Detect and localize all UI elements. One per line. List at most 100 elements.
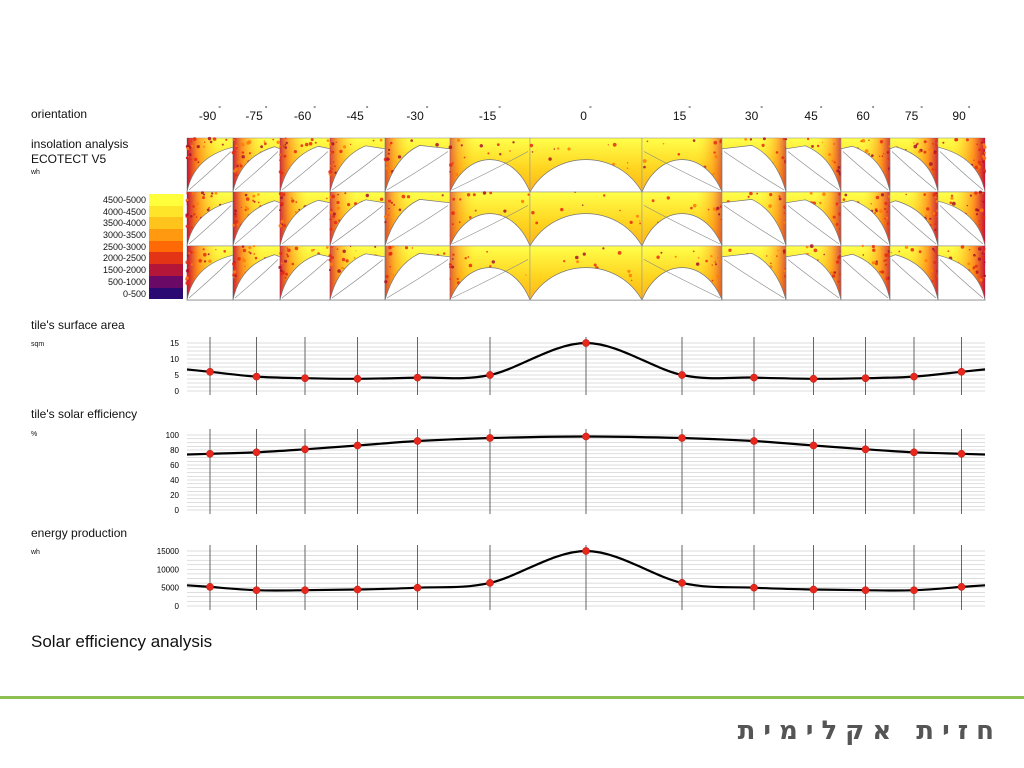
insolation-tile <box>384 245 452 301</box>
legend-entry: 500-1000 <box>76 275 186 288</box>
y-tick-label: 0 <box>175 602 180 611</box>
insolation-unit: wh <box>31 169 40 176</box>
footer-title: חזית אקלימית <box>737 716 1002 746</box>
y-tick-label: 60 <box>170 461 179 470</box>
legend-label: 2000-2500 <box>102 253 146 264</box>
insolation-tile <box>641 137 723 193</box>
insolation-tile <box>278 137 331 193</box>
line-chart-0: 0 5 10 15 <box>170 337 986 396</box>
data-point <box>750 437 758 445</box>
orientation-0: 0 ° <box>566 106 606 123</box>
orientation-value: 0 <box>580 109 587 123</box>
y-tick-label: 0 <box>175 387 180 396</box>
legend-entry: 2000-2500 <box>76 252 186 265</box>
data-point <box>413 373 422 382</box>
insolation-tile <box>785 191 842 247</box>
orientation-value: 90 <box>952 109 966 123</box>
data-point <box>750 373 758 382</box>
insolation-legend: 4500-5000 4000-4500 3500-4000 3000-3500 2500… <box>76 194 186 300</box>
legend-swatch <box>149 240 183 253</box>
insolation-tile <box>278 191 331 247</box>
data-point <box>486 371 494 379</box>
orientation-value: -75 <box>245 109 263 123</box>
data-point <box>910 448 918 457</box>
insolation-tile <box>721 245 788 301</box>
legend-swatch <box>149 264 183 276</box>
legend-swatch <box>149 229 183 241</box>
insolation-tile <box>185 191 235 247</box>
insolation-tile <box>641 191 723 247</box>
degree-symbol: ° <box>760 106 764 113</box>
insolation-tile <box>889 191 940 247</box>
insolation-tile <box>529 137 643 193</box>
data-point <box>910 586 918 595</box>
degree-symbol: ° <box>498 106 502 113</box>
legend-entry: 1500-2000 <box>76 264 186 276</box>
insolation-tile <box>937 137 987 193</box>
legend-entry: 4500-5000 <box>76 194 186 206</box>
data-point <box>861 374 870 383</box>
orientation-value: -30 <box>406 109 424 123</box>
legend-label: 4500-5000 <box>102 195 146 205</box>
legend-swatch <box>149 205 183 218</box>
orientation-label: orientation <box>31 107 88 121</box>
orientation-75: 75 ° <box>894 106 934 123</box>
legend-label: 3000-3500 <box>102 230 146 241</box>
insolation-tile <box>383 137 451 193</box>
chart-title-surface-area: tile's surface area <box>31 318 125 332</box>
orientation--75: -75 ° <box>237 106 277 123</box>
data-point <box>353 441 362 450</box>
degree-symbol: ° <box>871 106 875 113</box>
insolation-tile <box>185 136 234 193</box>
data-point <box>206 367 214 376</box>
data-point <box>861 586 870 595</box>
data-point <box>957 449 966 458</box>
y-tick-label: 10000 <box>157 565 180 574</box>
data-point <box>957 583 966 591</box>
degree-symbol: ° <box>819 106 823 113</box>
legend-swatch <box>149 275 183 288</box>
insolation-tile <box>721 191 788 247</box>
data-point <box>910 372 918 381</box>
data-point <box>809 441 818 450</box>
data-point <box>301 586 309 595</box>
insolation-tile <box>529 245 643 301</box>
insolation-tile <box>840 137 892 193</box>
data-point <box>750 583 758 592</box>
data-point <box>809 585 818 594</box>
main-title: Solar efficiency analysis <box>31 632 213 651</box>
degree-symbol: ° <box>218 106 222 113</box>
y-tick-label: 20 <box>170 491 179 500</box>
degree-symbol: ° <box>365 106 369 113</box>
legend-entry: 3500-4000 <box>76 217 186 230</box>
data-point <box>582 339 590 347</box>
insolation-tile <box>383 191 451 247</box>
legend-entry: 2500-3000 <box>76 240 186 253</box>
footer-divider <box>0 696 1024 699</box>
legend-label: 4000-4500 <box>102 206 146 217</box>
degree-symbol: ° <box>588 106 592 113</box>
insolation-tile <box>449 191 531 247</box>
y-tick-label: 5 <box>175 371 180 380</box>
legend-entry: 4000-4500 <box>76 205 186 218</box>
legend-swatch <box>149 287 183 300</box>
chart-title-solar-efficiency: tile's solar efficiency <box>31 407 138 421</box>
degree-symbol: ° <box>967 106 971 113</box>
orientation-90: 90 ° <box>942 106 982 123</box>
insolation-tile <box>231 137 281 193</box>
y-tick-label: 40 <box>170 476 179 485</box>
data-point <box>809 374 818 383</box>
insolation-tile <box>185 245 234 301</box>
data-point <box>486 434 494 442</box>
orientation-value: 15 <box>672 109 687 123</box>
chart-unit-energy-production: wh <box>31 549 40 556</box>
data-point <box>582 547 590 555</box>
insolation-tile <box>232 191 281 247</box>
insolation-tile <box>889 137 940 193</box>
insolation-tile <box>785 137 843 193</box>
data-point <box>252 448 261 457</box>
insolation-tile <box>328 137 386 193</box>
legend-entry: 0-500 <box>76 287 186 300</box>
legend-label: 500-1000 <box>107 276 146 287</box>
